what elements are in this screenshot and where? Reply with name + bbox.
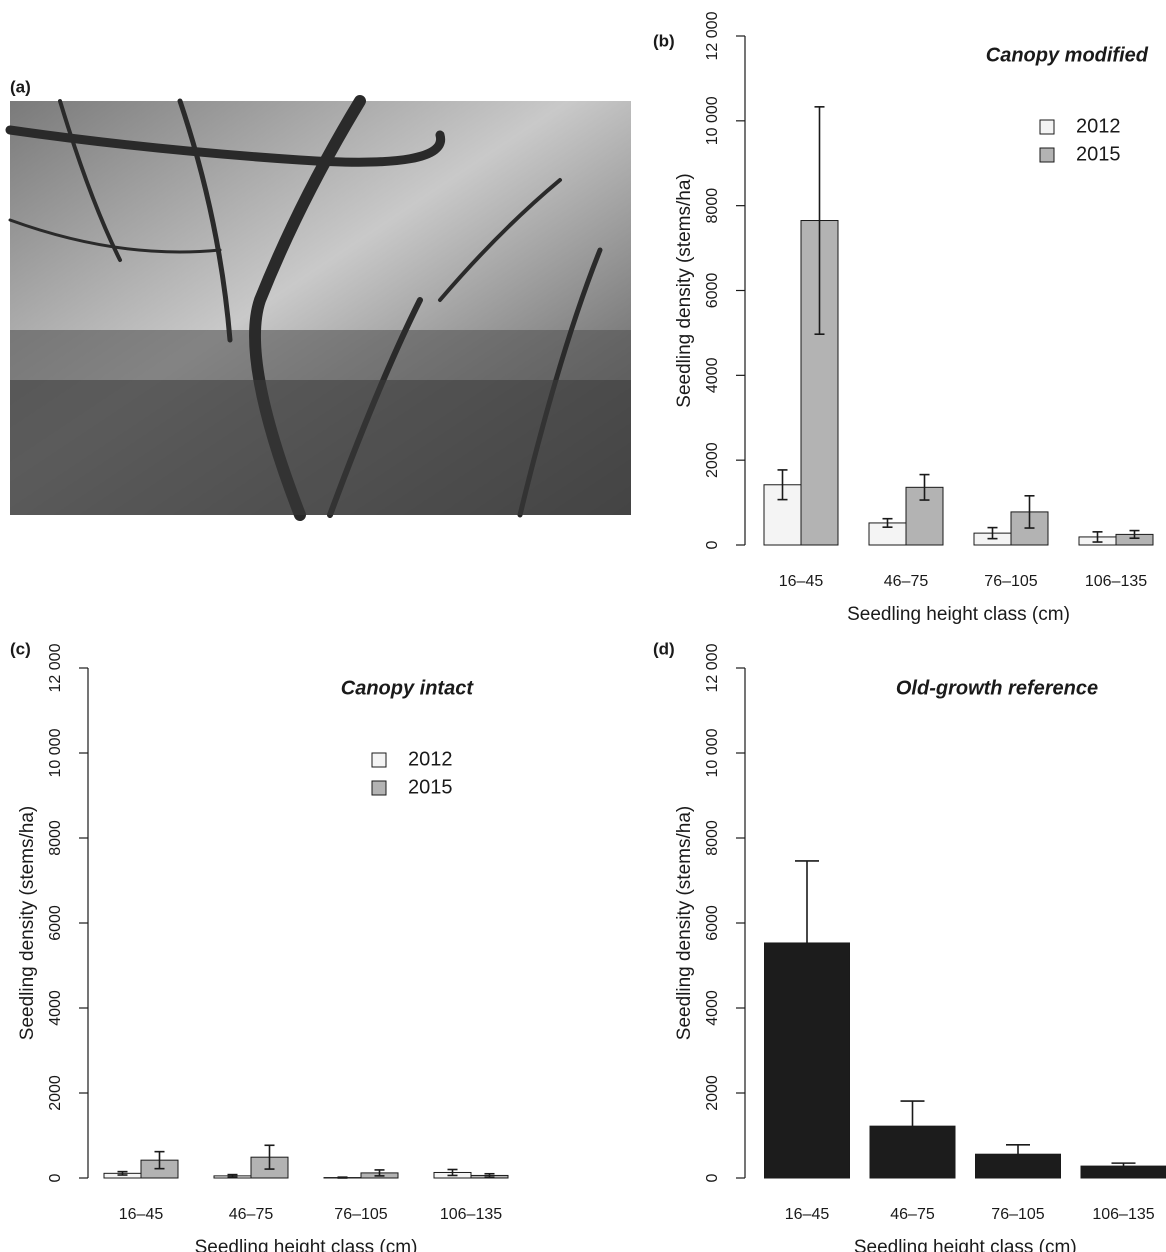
chart-title: Canopy intact (341, 677, 475, 699)
bar (976, 1154, 1061, 1178)
x-tick-label: 106–135 (1085, 573, 1147, 590)
x-tick-label: 76–105 (991, 1206, 1044, 1223)
panel-label: (c) (10, 639, 31, 658)
y-tick-label: 12 000 (47, 643, 64, 692)
y-tick-label: 0 (704, 1173, 721, 1182)
legend-swatch (372, 781, 386, 795)
y-tick-label: 4000 (704, 357, 721, 393)
y-tick-label: 10 000 (704, 728, 721, 777)
y-tick-label: 12 000 (704, 11, 721, 60)
legend-swatch (1040, 148, 1054, 162)
y-tick-label: 4000 (47, 990, 64, 1026)
y-axis-title: Seedling density (stems/ha) (674, 173, 695, 407)
legend-label: 2015 (408, 776, 453, 798)
photo (10, 101, 631, 515)
y-tick-label: 8000 (47, 820, 64, 856)
legend-swatch (372, 753, 386, 767)
x-tick-label: 16–45 (779, 573, 824, 590)
y-tick-label: 12 000 (704, 643, 721, 692)
panel-label: (b) (653, 31, 675, 50)
figure: (a) (b) 0 2000 4000 6000 8000 10 000 12 000 Seedl… (0, 0, 1166, 1252)
x-axis-title: Seedling height class (cm) (854, 1237, 1077, 1252)
y-tick-label: 0 (47, 1173, 64, 1182)
x-tick-label: 46–75 (884, 573, 929, 590)
y-axis-title: Seedling density (stems/ha) (17, 806, 38, 1040)
legend-label: 2012 (1076, 115, 1121, 137)
bar (765, 943, 850, 1178)
y-tick-label: 6000 (704, 273, 721, 309)
legend-label: 2015 (1076, 143, 1121, 165)
y-tick-label: 8000 (704, 188, 721, 224)
x-axis-title: Seedling height class (cm) (195, 1237, 418, 1252)
x-tick-label: 106–135 (440, 1206, 502, 1223)
x-tick-label: 46–75 (890, 1206, 935, 1223)
x-axis-title: Seedling height class (cm) (847, 604, 1070, 625)
x-tick-label: 46–75 (229, 1206, 274, 1223)
y-tick-label: 10 000 (47, 728, 64, 777)
y-tick-label: 6000 (47, 905, 64, 941)
bar (870, 1126, 955, 1178)
y-tick-label: 2000 (47, 1075, 64, 1111)
y-tick-label: 2000 (704, 442, 721, 478)
y-axis-title: Seedling density (stems/ha) (674, 806, 695, 1040)
x-tick-label: 76–105 (984, 573, 1037, 590)
x-tick-label: 106–135 (1092, 1206, 1154, 1223)
y-tick-label: 6000 (704, 905, 721, 941)
y-tick-label: 0 (704, 540, 721, 549)
y-tick-label: 2000 (704, 1075, 721, 1111)
x-tick-label: 16–45 (785, 1206, 830, 1223)
bar (1081, 1166, 1166, 1178)
x-tick-label: 16–45 (119, 1206, 164, 1223)
chart-title: Canopy modified (986, 44, 1149, 66)
legend-label: 2012 (408, 748, 453, 770)
y-tick-label: 8000 (704, 820, 721, 856)
panel-label: (d) (653, 639, 675, 658)
y-tick-label: 10 000 (704, 96, 721, 145)
legend-swatch (1040, 120, 1054, 134)
panel-label: (a) (10, 77, 31, 96)
y-tick-label: 4000 (704, 990, 721, 1026)
x-tick-label: 76–105 (334, 1206, 387, 1223)
chart-title: Old-growth reference (896, 677, 1098, 699)
